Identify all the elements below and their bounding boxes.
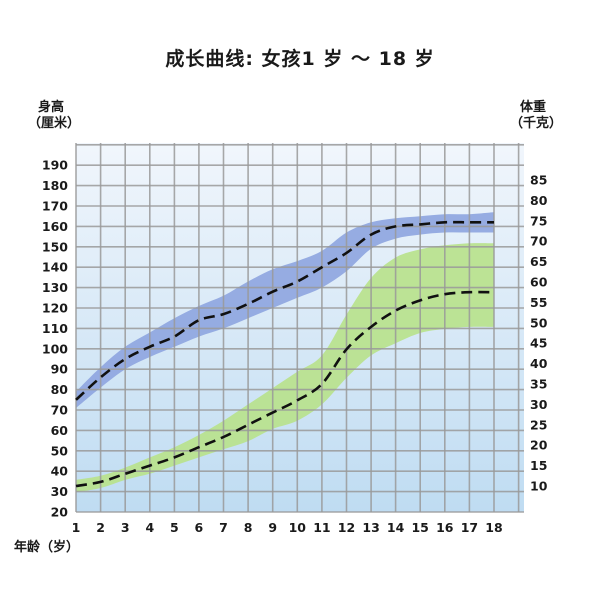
- x-tick-label: 1: [72, 520, 81, 535]
- right-tick-label: 15: [530, 458, 547, 473]
- right-axis-unit: （千克）: [510, 116, 563, 131]
- left-tick-label: 30: [51, 484, 69, 499]
- right-tick-label: 70: [530, 234, 548, 249]
- right-tick-label: 10: [530, 479, 548, 494]
- right-tick-label: 80: [530, 193, 548, 208]
- x-tick-label: 18: [485, 520, 502, 535]
- right-tick-label: 65: [530, 254, 547, 269]
- x-tick-label: 4: [145, 520, 154, 535]
- x-tick-label: 11: [313, 520, 330, 535]
- right-tick-label: 55: [530, 295, 547, 310]
- left-tick-label: 190: [42, 158, 68, 173]
- left-tick-label: 100: [42, 341, 68, 356]
- left-tick-label: 110: [42, 321, 68, 336]
- left-tick-label: 20: [51, 505, 69, 520]
- x-tick-label: 17: [461, 520, 478, 535]
- x-tick-label: 14: [387, 520, 405, 535]
- right-tick-label: 35: [530, 377, 547, 392]
- left-axis-name: 身高: [37, 100, 64, 115]
- left-tick-label: 130: [42, 280, 68, 295]
- x-tick-label: 5: [170, 520, 179, 535]
- left-tick-label: 90: [51, 362, 69, 377]
- x-tick-label: 3: [121, 520, 130, 535]
- weight-range-band: [76, 243, 494, 493]
- x-tick-label: 12: [338, 520, 355, 535]
- x-tick-label: 2: [96, 520, 105, 535]
- right-axis-label: 体重 （千克）: [510, 100, 563, 132]
- left-tick-label: 140: [42, 260, 68, 275]
- x-tick-label: 13: [362, 520, 379, 535]
- left-tick-label: 70: [51, 403, 69, 418]
- right-tick-label: 20: [530, 438, 548, 453]
- left-tick-label: 170: [42, 199, 68, 214]
- left-tick-label: 160: [42, 219, 68, 234]
- right-tick-label: 50: [530, 315, 548, 330]
- x-tick-label: 15: [411, 520, 428, 535]
- x-tick-label: 9: [268, 520, 277, 535]
- left-tick-label: 120: [42, 301, 68, 316]
- weight-median-line: [75, 290, 495, 488]
- height-median-line: [75, 220, 494, 401]
- left-tick-label: 150: [42, 239, 68, 254]
- left-tick-label: 180: [42, 178, 68, 193]
- x-tick-label: 16: [436, 520, 454, 535]
- x-tick-label: 6: [195, 520, 204, 535]
- right-axis-name: 体重: [519, 100, 546, 115]
- right-tick-label: 75: [530, 213, 547, 228]
- right-tick-label: 30: [530, 397, 548, 412]
- right-tick-label: 45: [530, 336, 547, 351]
- left-tick-label: 60: [51, 423, 69, 438]
- left-axis-unit: （厘米）: [28, 116, 81, 131]
- x-tick-label: 8: [244, 520, 253, 535]
- left-tick-label: 80: [51, 382, 69, 397]
- x-tick-label: 7: [219, 520, 228, 535]
- left-tick-label: 40: [51, 464, 69, 479]
- left-tick-label: 50: [51, 443, 69, 458]
- left-axis-label: 身高 （厘米）: [28, 100, 81, 132]
- right-tick-label: 40: [530, 356, 548, 371]
- right-tick-label: 85: [530, 173, 547, 188]
- height-range-band: [76, 212, 494, 408]
- right-tick-label: 60: [530, 275, 548, 290]
- chart-title: 成长曲线: 女孩1 岁 ～ 18 岁: [165, 48, 435, 70]
- right-tick-label: 25: [530, 417, 547, 432]
- x-axis-label: 年龄（岁）: [14, 540, 80, 555]
- x-tick-label: 10: [289, 520, 307, 535]
